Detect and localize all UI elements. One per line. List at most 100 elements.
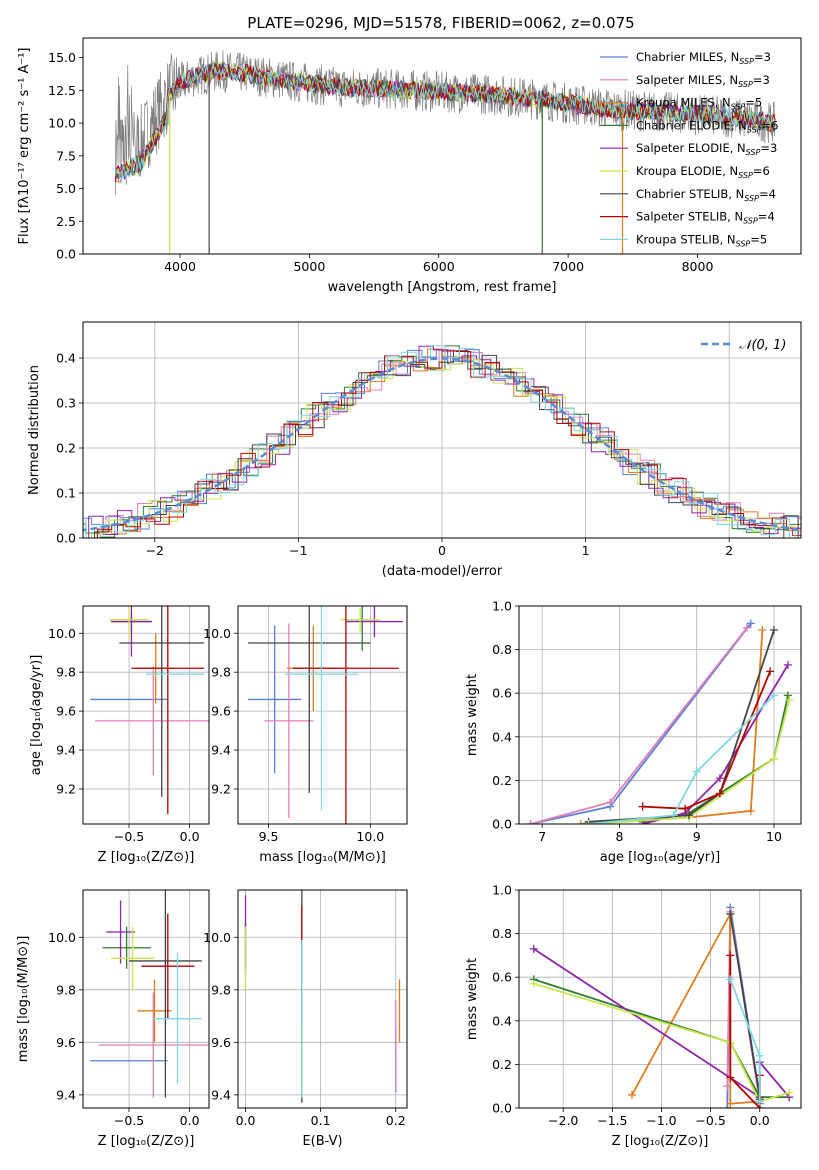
legend-nssp: , N	[720, 232, 736, 246]
x-tick-label: 6000	[423, 259, 455, 274]
y-tick-label: 0.0	[492, 817, 512, 832]
y-tick-label: 9.6	[56, 704, 76, 719]
weight-marker	[669, 811, 678, 820]
y-tick-label: 10.0	[203, 930, 231, 945]
legend-nssp-sub: SSP	[736, 239, 751, 248]
weight-marker	[726, 975, 735, 984]
legend-nssp-eq: =	[762, 118, 772, 132]
legend-nssp-sub: SSP	[731, 103, 746, 112]
weight-marker	[584, 820, 593, 824]
legend-nssp-sub: SSP	[746, 148, 761, 157]
legend-nssp-value: 3	[762, 73, 769, 87]
x-axis-label: Z [log₁₀(Z/Z⊙)]	[98, 850, 195, 865]
y-tick-label: 0.0	[56, 531, 76, 546]
weight-marker	[681, 804, 690, 813]
mass-vs-Z-points	[90, 890, 208, 1098]
x-tick-label: 0.0	[180, 1113, 200, 1128]
legend-entry: Kroupa STELIB, NSSP=5	[636, 232, 767, 248]
legend-entry: Salpeter STELIB, NSSP=4	[636, 210, 775, 226]
weight-vs-age-frame	[518, 605, 802, 825]
weight-marker	[692, 767, 701, 776]
legend-entry: 𝒩(0, 1)	[739, 338, 786, 353]
age-vs-mass-axes: 9.5 10.0 9.2 9.4 9.6 9.8 10.0 mass [log₁₀(M/M⊙)…	[203, 606, 407, 865]
legend-nssp-sub: SSP	[739, 57, 754, 66]
y-tick-label: 0.8	[492, 642, 512, 657]
legend-nssp-value: 4	[769, 187, 776, 201]
y-tick-label: 1.0	[492, 883, 512, 898]
y-tick-label: 9.8	[56, 665, 76, 680]
weight-marker	[785, 1088, 794, 1097]
y-tick-label: 0.6	[492, 686, 512, 701]
x-axis-label: age [log₁₀(age/yr)]	[600, 850, 721, 865]
y-tick-label: 0.2	[56, 441, 76, 456]
mass-vs-EBV-frame	[237, 889, 408, 1109]
weight-marker	[755, 1097, 764, 1106]
y-axis-label: Normed distribution	[27, 365, 42, 495]
histogram-8	[83, 345, 801, 538]
y-tick-label: 7.5	[56, 148, 76, 163]
legend-nssp: , N	[731, 118, 747, 132]
mass-vs-EBV-axes: 0.0 0.1 0.2 9.4 9.6 9.8 10.0 E(B-V)	[203, 890, 407, 1149]
y-tick-label: 9.8	[56, 982, 76, 997]
mass-vs-Z-axes: −0.5 0.0 9.4 9.6 9.8 10.0 Z [log₁₀(Z/Z⊙)] mass …	[16, 890, 209, 1149]
y-tick-label: 0.2	[492, 773, 512, 788]
model-spectrum-7	[114, 63, 776, 182]
weight-marker	[746, 619, 755, 628]
x-tick-label: −2	[146, 543, 164, 558]
x-tick-label: 0.2	[386, 1113, 406, 1128]
legend-model: Chabrier MILES	[636, 50, 723, 64]
y-tick-label: 0.3	[56, 396, 76, 411]
weight-line-1	[726, 911, 761, 1102]
residuals-axes: −2 −1 0 1 2 0.0 0.1 0.2 0.3 0.4 (data-model)/error…	[27, 322, 801, 579]
spectrum-lines	[114, 50, 776, 254]
age-vs-mass-points	[248, 606, 403, 824]
x-tick-label: −0.5	[114, 1113, 144, 1128]
y-tick-label: 9.8	[211, 665, 231, 680]
x-axis-label: (data-model)/error	[382, 564, 503, 579]
age-vs-Z-points	[90, 606, 209, 815]
legend-nssp-eq: =	[758, 210, 768, 224]
legend-nssp-value: 6	[762, 164, 769, 178]
weight-line-3	[642, 695, 789, 823]
legend-nssp-value: 3	[770, 141, 777, 155]
histogram-0	[83, 349, 801, 530]
legend-model: Salpeter ELODIE	[636, 141, 730, 155]
y-tick-label: 9.6	[56, 1035, 76, 1050]
legend-nssp: , N	[728, 187, 744, 201]
y-axis-label: mass weight	[465, 674, 480, 756]
x-tick-label: −1	[289, 543, 307, 558]
weight-marker	[769, 691, 778, 700]
legend-nssp-sub: SSP	[738, 80, 753, 89]
legend-nssp-sub: SSP	[747, 125, 762, 134]
x-tick-label: 10	[766, 829, 782, 844]
x-tick-label: −2.0	[548, 1113, 578, 1128]
legend-entry: Kroupa MILES, NSSP=5	[636, 96, 762, 112]
x-tick-label: 0	[438, 543, 446, 558]
weight-line-1	[530, 627, 748, 824]
spectrum-axes: 4000 5000 6000 7000 8000 0.0 2.5 5.0 7.5 10.0 12.5…	[17, 48, 713, 296]
legend-nssp-sub: SSP	[744, 194, 759, 203]
x-tick-label: 0.0	[750, 1113, 770, 1128]
weight-marker	[638, 802, 647, 811]
legend-nssp-eq: =	[754, 50, 764, 64]
weight-line-5	[588, 699, 791, 824]
y-tick-label: 9.4	[56, 743, 76, 758]
x-tick-label: 0.0	[236, 1113, 256, 1128]
legend-model: Kroupa MILES	[636, 96, 715, 110]
legend-nssp-eq: =	[753, 73, 763, 87]
weight-marker	[785, 695, 794, 704]
y-tick-label: 0.4	[492, 1013, 512, 1028]
weight-vs-Z-axes: −2.0 −1.5 −1.0 −0.5 0.0 0.0 0.2 0.4 0.6 0.8 1.0 Z […	[465, 883, 801, 1149]
weight-marker	[755, 1051, 764, 1060]
x-tick-label: 1	[582, 543, 590, 558]
x-tick-label: 4000	[164, 259, 196, 274]
y-tick-label: 0.4	[56, 351, 76, 366]
x-tick-label: 8000	[682, 259, 714, 274]
observed-spectrum	[114, 50, 776, 196]
y-axis-label: Flux [fλ10⁻¹⁷ erg cm⁻² s⁻¹ A⁻¹]	[17, 48, 32, 245]
legend-entry: Chabrier STELIB, NSSP=4	[636, 187, 776, 203]
figure-title: PLATE=0296, MJD=51578, FIBERID=0062, z=0…	[247, 14, 634, 32]
y-tick-label: 0.0	[492, 1101, 512, 1116]
x-tick-label: −1.0	[646, 1113, 676, 1128]
y-tick-label: 9.4	[211, 743, 231, 758]
